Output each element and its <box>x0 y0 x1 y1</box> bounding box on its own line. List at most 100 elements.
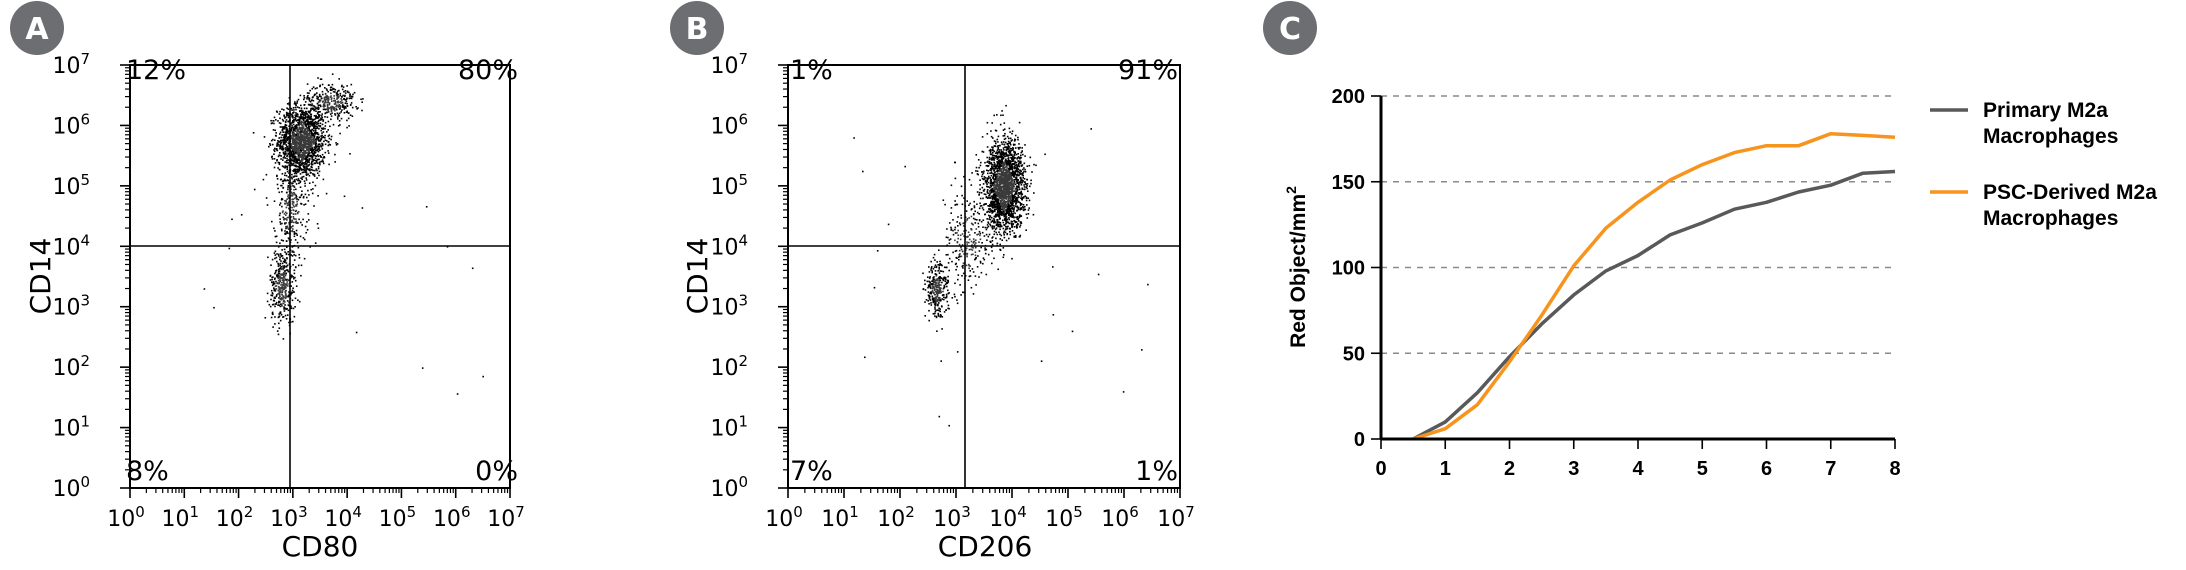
panel-a-dot <box>280 260 282 262</box>
panel-b-dot <box>1020 165 1023 167</box>
panel-b-dot <box>1007 179 1009 181</box>
panel-a-dot <box>317 77 319 79</box>
panel-a-dot <box>307 200 310 202</box>
panel-b-dot <box>1002 151 1004 153</box>
panel-b-dot <box>1022 168 1024 171</box>
panel-b-dot <box>999 238 1002 240</box>
panel-a-dot <box>299 164 301 166</box>
panel-a-dot <box>279 126 282 128</box>
panel-a-dot <box>298 182 300 185</box>
panel-a-badge-label: A <box>25 12 49 47</box>
panel-a-dot <box>338 108 341 110</box>
panel-a-dot <box>345 100 348 103</box>
panel-a-dot <box>283 217 286 220</box>
panel-a-dot <box>281 173 284 175</box>
panel-a-dot <box>350 83 353 86</box>
panel-a-dot <box>292 143 295 145</box>
panel-b-dot <box>993 163 996 166</box>
panel-a-dot <box>302 158 304 161</box>
panel-a-dot <box>305 145 308 148</box>
panel-a-dot <box>319 99 322 101</box>
panel-b-dot <box>1012 211 1015 213</box>
panel-a-dot <box>305 165 308 167</box>
panel-b-dot <box>1015 225 1018 228</box>
panel-a-dot <box>302 139 305 141</box>
panel-b-dot <box>981 186 984 189</box>
panel-b-dot <box>993 172 996 174</box>
panel-a-dot <box>287 159 289 161</box>
panel-a-dot <box>285 308 287 310</box>
panel-a-dot <box>293 188 295 191</box>
panel-a-x-tick-label: 102 <box>216 503 254 532</box>
panel-b-dot <box>988 214 990 217</box>
panel-a-dot <box>287 228 290 230</box>
panel-a-dot <box>286 300 289 302</box>
panel-a-dot <box>300 177 302 179</box>
panel-a-dot <box>274 235 277 238</box>
panel-a-dot <box>279 141 281 143</box>
panel-a-dot <box>311 158 313 160</box>
panel-a-dot <box>282 288 284 291</box>
panel-b-dot <box>1003 171 1005 174</box>
panel-a-dot <box>293 149 296 151</box>
panel-a-dot <box>295 104 297 107</box>
panel-b-dot <box>1003 164 1005 167</box>
panel-a-dot <box>321 83 324 86</box>
panel-b-dot <box>1023 184 1025 186</box>
panel-a-dot <box>286 107 288 109</box>
panel-b-dot <box>1011 173 1014 176</box>
panel-b-dot <box>931 297 934 299</box>
panel-b-dot <box>980 192 983 194</box>
panel-b-dot <box>1005 222 1007 225</box>
panel-b-dot <box>1006 148 1009 151</box>
panel-a-dot <box>307 145 310 148</box>
panel-a-dot <box>344 105 347 108</box>
panel-b-dot <box>1016 157 1019 159</box>
panel-b-dot <box>1005 188 1008 190</box>
panel-a-dot <box>294 143 297 146</box>
panel-b-dot <box>990 167 992 170</box>
panel-b-dot <box>990 189 992 191</box>
panel-a-dot <box>285 214 287 216</box>
panel-a-dot <box>308 219 310 221</box>
panel-a-dot <box>337 113 340 116</box>
panel-a-dot <box>294 151 297 154</box>
panel-b-dot <box>1023 181 1026 183</box>
panel-b-dot <box>1030 182 1032 185</box>
panel-a-dot <box>291 122 293 124</box>
panel-a-x-tick-label: 101 <box>162 503 200 532</box>
panel-b-dot <box>931 266 933 268</box>
panel-b-dot <box>1002 147 1005 149</box>
panel-b-dot <box>997 164 999 167</box>
panel-b-dot <box>1009 175 1011 177</box>
panel-b-dot <box>1000 150 1003 153</box>
panel-a-dot <box>316 97 318 100</box>
panel-b-dot <box>1020 184 1023 186</box>
panel-a-dot <box>292 320 294 323</box>
panel-a-dot <box>297 145 299 148</box>
panel-b-dot <box>1010 172 1013 174</box>
panel-a-dot <box>300 264 303 267</box>
panel-a-dot <box>282 182 284 185</box>
panel-b-dot <box>929 295 931 298</box>
panel-a-dot <box>324 100 327 102</box>
panel-a-dot <box>324 151 327 154</box>
panel-b-dot <box>1008 193 1011 195</box>
panel-a-dot <box>315 145 317 147</box>
panel-a-frame <box>129 64 511 489</box>
panel-a-dot <box>286 257 288 260</box>
panel-a-dot <box>292 151 295 153</box>
panel-a-dot <box>326 94 328 97</box>
panel-a-dot <box>295 194 297 197</box>
panel-b-dot <box>1004 141 1007 144</box>
panel-b-dot <box>1015 201 1018 203</box>
panel-a-dot <box>283 248 286 251</box>
panel-a-dot <box>303 139 306 142</box>
panel-b-dot <box>1035 164 1037 167</box>
panel-b-dot <box>1011 186 1013 188</box>
panel-b-dot <box>991 164 993 166</box>
panel-a-dot <box>287 114 289 117</box>
panel-a-dot <box>298 142 301 144</box>
panel-b-dot <box>990 130 992 132</box>
panel-a-dot <box>279 253 282 255</box>
